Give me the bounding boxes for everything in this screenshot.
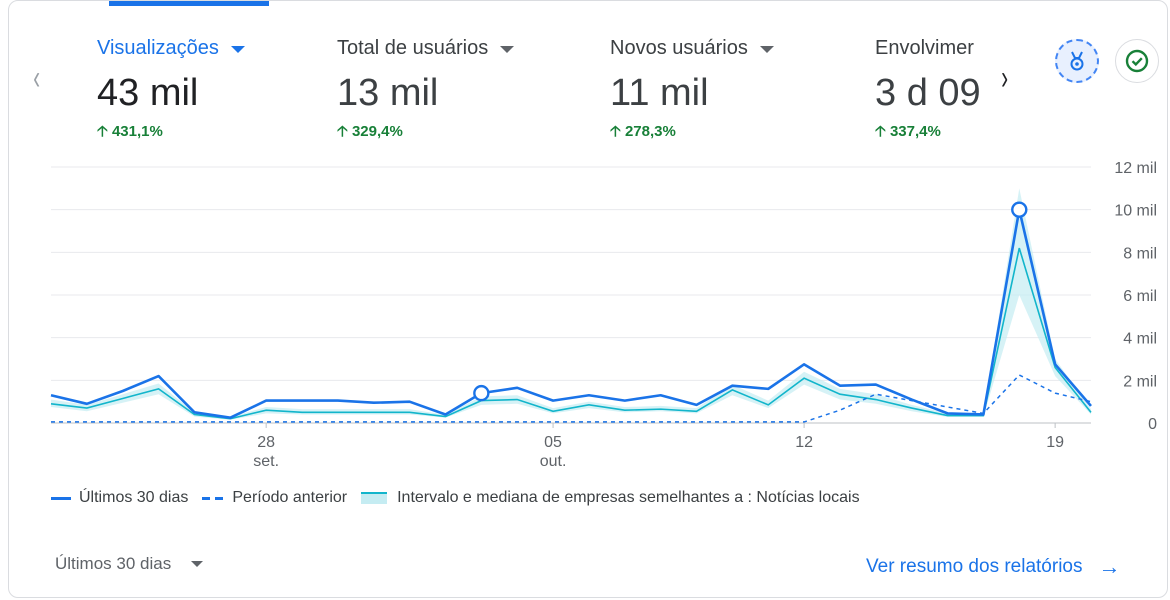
metric-change: 🡡 278,3%: [610, 123, 676, 140]
highlighted-point: [1011, 201, 1028, 218]
metric-tab-total-users[interactable]: Total de usuários 13 mil 🡡 329,4%: [337, 37, 515, 146]
y-tick-label: 6 mil: [1123, 288, 1157, 305]
benchmark-range-band: [51, 188, 1091, 420]
legend-item-benchmark[interactable]: Intervalo e mediana de empresas semelhan…: [361, 489, 860, 507]
current-period-line: [50, 208, 1092, 419]
metric-label: Total de usuários: [337, 37, 515, 60]
metric-value: 13 mil: [337, 72, 439, 114]
x-axis-ticks: 28 set. 05 out. 12 19: [253, 423, 1064, 470]
check-circle-icon[interactable]: [1115, 39, 1159, 83]
metric-value: 11 mil: [610, 72, 709, 114]
y-tick-label: 0: [1148, 416, 1157, 433]
arrow-up-icon: 🡡: [875, 123, 886, 140]
caret-down-icon: [759, 46, 774, 53]
x-tick-label: 05: [544, 434, 562, 451]
x-tick-sublabel: out.: [540, 453, 567, 470]
date-range-label: Últimos 30 dias: [55, 554, 172, 573]
y-tick-label: 10 mil: [1114, 203, 1157, 220]
view-reports-link[interactable]: Ver resumo dos relatórios →: [866, 554, 1121, 580]
line-chart: 0 2 mil 4 mil 6 mil 8 mil 10 mil 12 mil 28 set.…: [50, 160, 1157, 470]
metric-tab-views[interactable]: Visualizações 43 mil 🡡 431,1%: [97, 37, 245, 146]
metric-change: 🡡 329,4%: [337, 123, 403, 140]
y-tick-label: 12 mil: [1114, 160, 1157, 177]
x-tick-sublabel: set.: [253, 453, 279, 470]
metric-tab-engagement[interactable]: Envolvimer 3 d 09 🡡 337,4%: [875, 37, 981, 146]
metric-value: 43 mil: [97, 72, 199, 114]
chevron-left-icon[interactable]: ‹: [33, 59, 41, 97]
x-tick-label: 12: [795, 434, 813, 451]
legend-item-current[interactable]: Últimos 30 dias: [51, 489, 188, 507]
arrow-right-icon: →: [1098, 554, 1121, 579]
legend-label: Intervalo e mediana de empresas semelhan…: [397, 489, 860, 506]
highlight-points: [473, 201, 1028, 402]
metric-change: 🡡 431,1%: [97, 123, 163, 140]
caret-down-icon: [500, 46, 515, 53]
chevron-right-icon[interactable]: ›: [1001, 59, 1009, 97]
y-axis-ticks: 0 2 mil 4 mil 6 mil 8 mil 10 mil 12 mil: [1114, 160, 1157, 433]
legend-label: Últimos 30 dias: [79, 489, 189, 506]
date-range-select[interactable]: Últimos 30 dias: [55, 554, 204, 574]
metric-label: Envolvimer: [875, 37, 974, 59]
y-tick-label: 8 mil: [1123, 245, 1157, 262]
metric-change: 🡡 337,4%: [875, 123, 941, 140]
arrow-up-icon: 🡡: [610, 123, 621, 140]
caret-down-icon: [230, 46, 245, 53]
metric-tab-new-users[interactable]: Novos usuários 11 mil 🡡 278,3%: [610, 37, 774, 146]
legend-swatch-solid: [51, 496, 71, 500]
arrow-up-icon: 🡡: [97, 123, 108, 140]
y-tick-label: 4 mil: [1123, 331, 1157, 348]
y-tick-label: 2 mil: [1123, 373, 1157, 390]
chart-legend: Últimos 30 dias Período anterior Interva…: [51, 489, 874, 507]
highlighted-point: [473, 384, 490, 402]
gridlines: [51, 166, 1091, 424]
overview-card: ‹ Visualizações 43 mil 🡡 431,1% Total de…: [8, 0, 1168, 598]
legend-swatch-dashed: [202, 496, 225, 500]
legend-label: Período anterior: [232, 489, 348, 506]
series-layer: [50, 188, 1092, 423]
x-tick-label: 19: [1046, 434, 1064, 451]
benchmark-median-line: [50, 247, 1092, 420]
metric-label: Visualizações: [97, 37, 245, 60]
x-tick-label: 28: [257, 434, 275, 451]
legend-item-previous[interactable]: Período anterior: [202, 489, 347, 507]
insights-badge-icon[interactable]: [1055, 39, 1099, 83]
view-reports-label: Ver resumo dos relatórios: [866, 556, 1083, 577]
metric-value: 3 d 09: [875, 72, 981, 114]
metric-clip: Envolvimer 3 d 09 🡡 337,4%: [867, 31, 985, 161]
metric-label: Novos usuários: [610, 37, 774, 60]
legend-swatch-band: [361, 492, 388, 504]
arrow-up-icon: 🡡: [337, 123, 348, 140]
active-tab-indicator: [109, 1, 269, 6]
caret-down-icon: [191, 561, 204, 567]
